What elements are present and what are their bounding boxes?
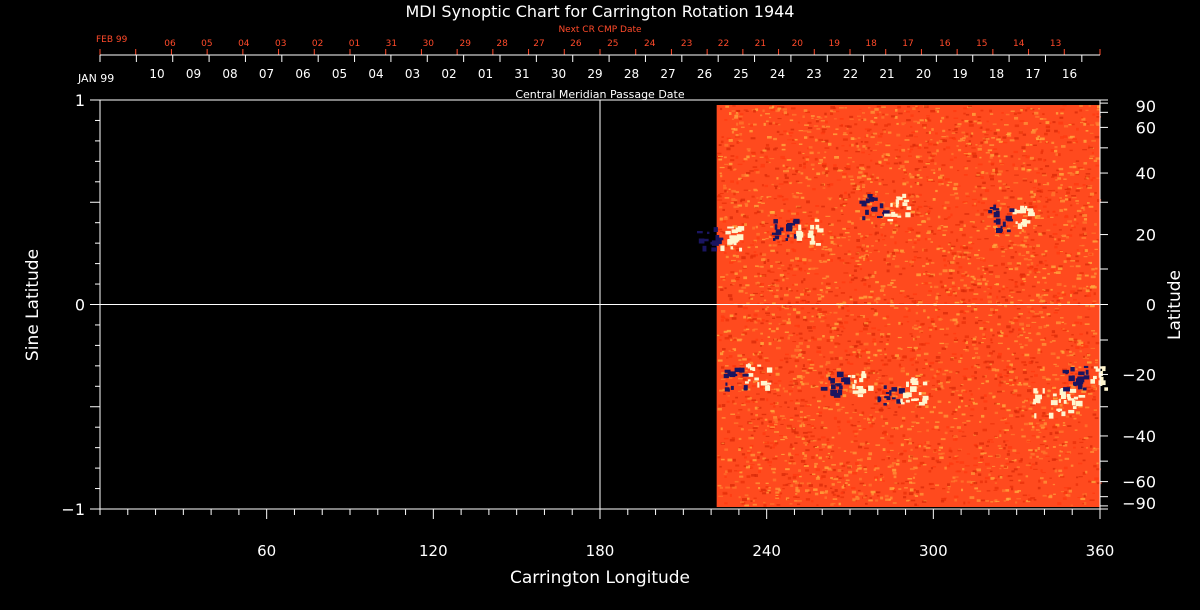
cmp-caption: Central Meridian Passage Date bbox=[515, 88, 684, 101]
cmp-date-label: 19 bbox=[952, 67, 967, 81]
cmp-date-label: 08 bbox=[222, 67, 237, 81]
active-region bbox=[771, 218, 824, 246]
cmp-date-axis: 10 09 08 07 06 05 04 03 02 01 31 30 29 28 27 26 25 24 23 22… bbox=[99, 54, 1100, 81]
next-date-label: 01 bbox=[349, 39, 360, 49]
next-date-label: 13 bbox=[1050, 39, 1061, 49]
y-left-tick-label: 1 bbox=[75, 91, 85, 110]
x-axis-label: Carrington Longitude bbox=[510, 568, 690, 588]
active-region bbox=[1032, 388, 1086, 419]
cmp-date-label: 24 bbox=[770, 67, 785, 81]
y-right-tick-label: −40 bbox=[1122, 427, 1156, 446]
cmp-date-label: 04 bbox=[368, 67, 383, 81]
cmp-date-label: 26 bbox=[697, 67, 712, 81]
next-date-label: 22 bbox=[718, 39, 729, 49]
next-date-label: 16 bbox=[939, 39, 951, 49]
x-tick-label: 120 bbox=[419, 542, 448, 560]
cmp-date-label: 23 bbox=[806, 67, 821, 81]
active-region bbox=[859, 193, 912, 222]
next-date-label: 26 bbox=[570, 39, 582, 49]
cmp-date-label: 17 bbox=[1025, 67, 1040, 81]
next-date-label: 21 bbox=[755, 39, 766, 49]
cmp-date-label: 28 bbox=[624, 67, 639, 81]
next-cr-date-axis: 06 05 04 03 02 01 31 30 29 28 27 26 25 24 23 22 21 20 19 18… bbox=[99, 39, 1101, 56]
cmp-date-label: 30 bbox=[551, 67, 566, 81]
next-date-label: 29 bbox=[459, 39, 471, 49]
chart-title: MDI Synoptic Chart for Carrington Rotati… bbox=[406, 2, 795, 21]
next-date-label: 14 bbox=[1013, 39, 1025, 49]
grid-lines bbox=[100, 100, 1100, 509]
active-region bbox=[820, 371, 874, 398]
cmp-date-label: 02 bbox=[441, 67, 456, 81]
y-axis-right-label: Latitude bbox=[1165, 270, 1185, 340]
cmp-date-label: 18 bbox=[989, 67, 1004, 81]
heatmap-noise bbox=[716, 105, 1102, 507]
cmp-date-label: 29 bbox=[587, 67, 602, 81]
next-date-label: 28 bbox=[496, 39, 508, 49]
next-date-label: 19 bbox=[828, 39, 840, 49]
cmp-date-label: 16 bbox=[1062, 67, 1077, 81]
next-date-label: 27 bbox=[533, 39, 544, 49]
next-date-label: 06 bbox=[164, 39, 176, 49]
active-regions bbox=[697, 193, 1109, 419]
next-date-label: 04 bbox=[238, 39, 250, 49]
y-axis-left-label: Sine Latitude bbox=[23, 249, 43, 361]
cmp-date-label: 31 bbox=[514, 67, 529, 81]
x-axis: 60 120 180 240 300 360 bbox=[99, 509, 1115, 560]
next-date-label: 02 bbox=[312, 39, 323, 49]
x-tick-label: 300 bbox=[919, 542, 948, 560]
active-region bbox=[877, 377, 929, 406]
cmp-date-label: 06 bbox=[295, 67, 310, 81]
y-right-tick-label: −90 bbox=[1122, 494, 1156, 513]
active-region bbox=[1062, 365, 1109, 392]
next-date-label: 15 bbox=[976, 39, 987, 49]
y-axis-left: −1 0 1 bbox=[61, 91, 100, 519]
cmp-date-label: 03 bbox=[405, 67, 420, 81]
y-right-tick-label: −60 bbox=[1122, 473, 1156, 492]
y-right-tick-label: 20 bbox=[1136, 226, 1156, 245]
cmp-date-label: 01 bbox=[478, 67, 493, 81]
y-right-tick-label: −20 bbox=[1122, 365, 1156, 384]
cmp-date-label: 20 bbox=[916, 67, 931, 81]
y-right-tick-label: 60 bbox=[1136, 118, 1156, 137]
next-date-label: 03 bbox=[275, 39, 286, 49]
next-date-label: 18 bbox=[865, 39, 877, 49]
y-right-tick-label: 0 bbox=[1146, 296, 1156, 315]
active-region bbox=[697, 226, 745, 252]
active-region bbox=[723, 363, 773, 392]
y-left-tick-label: 0 bbox=[75, 296, 85, 315]
cmp-date-label: 25 bbox=[733, 67, 748, 81]
cmp-start-label: JAN 99 bbox=[77, 72, 114, 85]
next-date-label: 24 bbox=[644, 39, 656, 49]
cmp-date-label: 22 bbox=[843, 67, 858, 81]
next-date-label: 17 bbox=[902, 39, 913, 49]
x-tick-label: 360 bbox=[1086, 542, 1115, 560]
next-cr-caption: Next CR CMP Date bbox=[558, 25, 642, 35]
y-axis-right: 90 60 40 20 0 −20 −40 −60 −90 bbox=[1100, 97, 1156, 513]
cmp-date-label: 05 bbox=[332, 67, 347, 81]
y-right-tick-label: 90 bbox=[1136, 97, 1156, 116]
cmp-date-label: 27 bbox=[660, 67, 675, 81]
next-date-label: 23 bbox=[681, 39, 692, 49]
x-tick-label: 60 bbox=[257, 542, 276, 560]
cmp-date-label: 21 bbox=[879, 67, 894, 81]
cmp-date-label: 09 bbox=[186, 67, 201, 81]
y-left-tick-label: −1 bbox=[61, 500, 85, 519]
next-date-label: 31 bbox=[386, 39, 397, 49]
next-date-label: 30 bbox=[423, 39, 435, 49]
cmp-date-label: 10 bbox=[149, 67, 164, 81]
cmp-date-label: 07 bbox=[259, 67, 274, 81]
x-tick-label: 180 bbox=[586, 542, 615, 560]
x-tick-label: 240 bbox=[752, 542, 781, 560]
active-region bbox=[988, 204, 1035, 233]
next-date-label: 20 bbox=[792, 39, 804, 49]
y-right-tick-label: 40 bbox=[1136, 164, 1156, 183]
magnetogram-heatmap bbox=[697, 105, 1109, 507]
next-date-label: 25 bbox=[607, 39, 618, 49]
next-date-label: 05 bbox=[201, 39, 212, 49]
next-cr-start-label: FEB 99 bbox=[96, 35, 128, 45]
